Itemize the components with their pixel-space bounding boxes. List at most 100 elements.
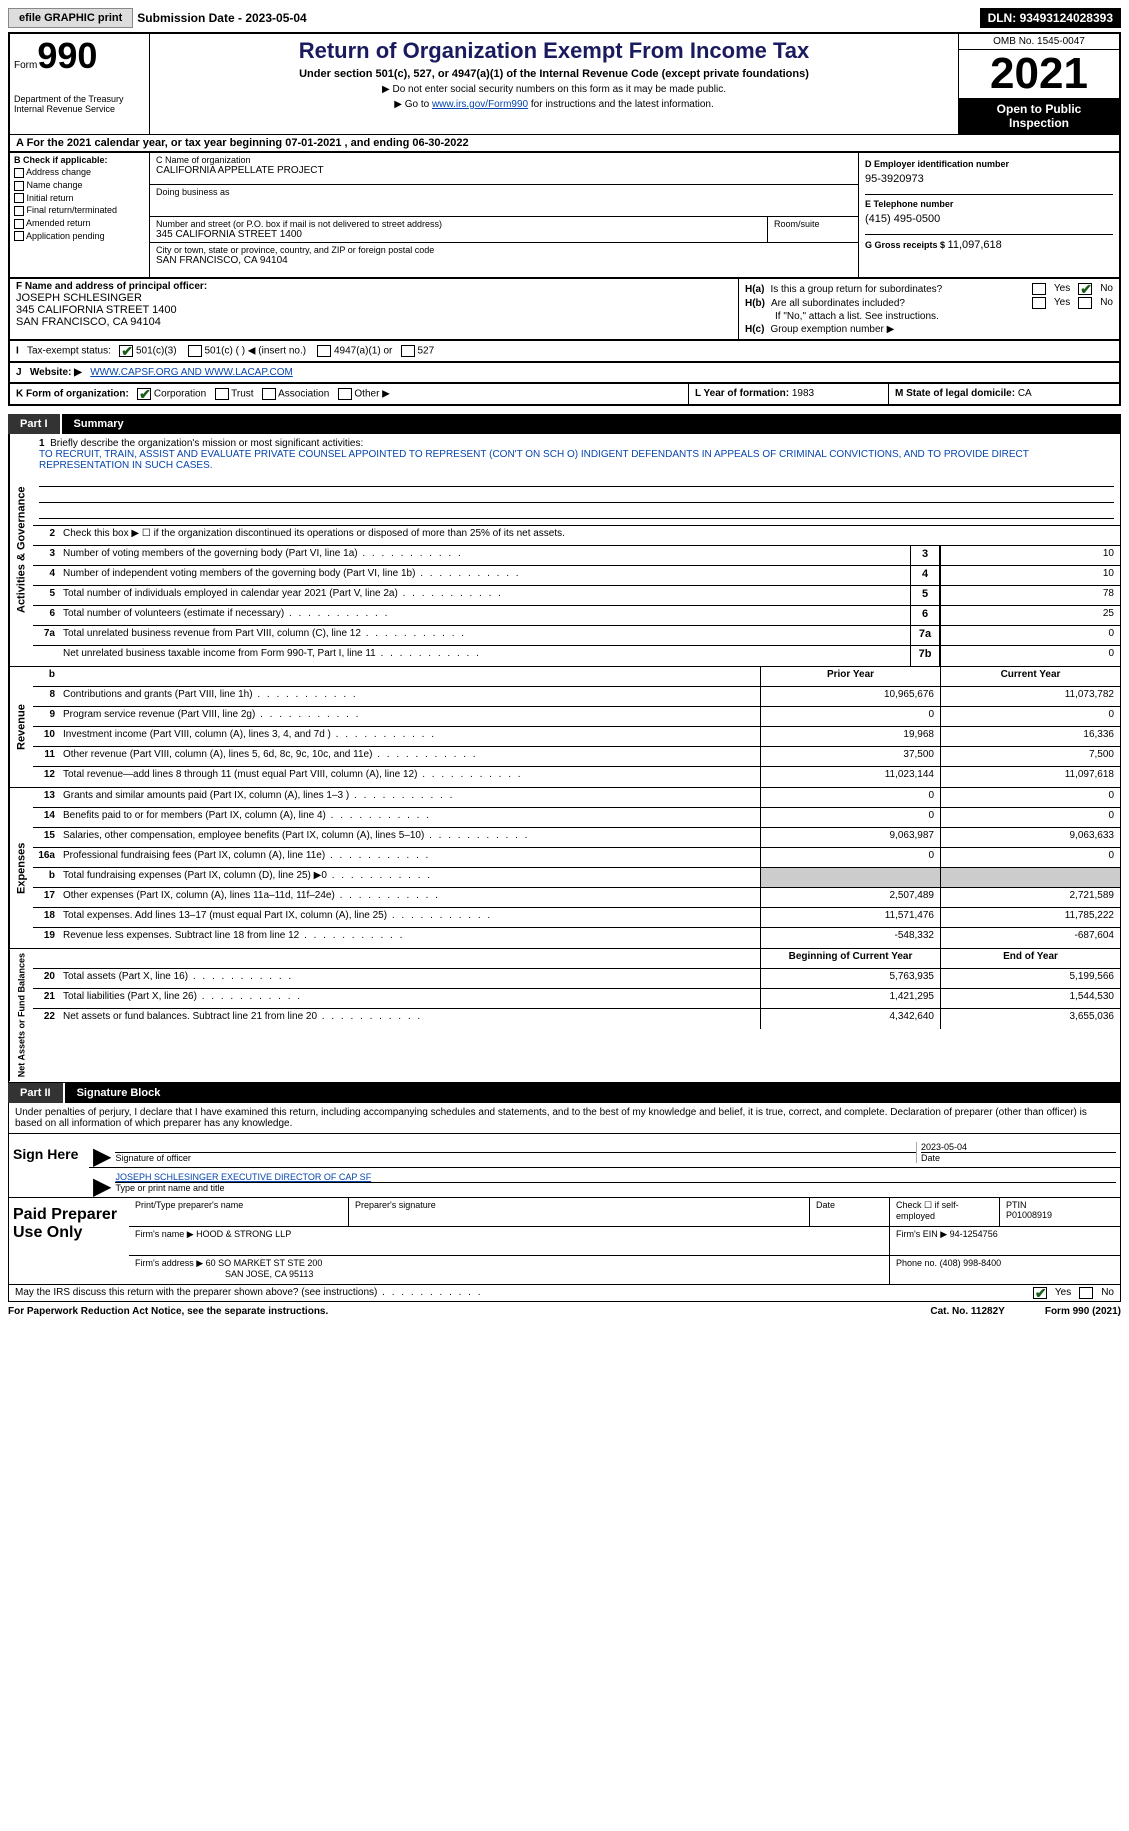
table-row: Benefits paid to or for members (Part IX… bbox=[59, 808, 760, 827]
efile-print-button[interactable]: efile GRAPHIC print bbox=[8, 8, 133, 28]
table-row: Other revenue (Part VIII, column (A), li… bbox=[59, 747, 760, 766]
omb-number: OMB No. 1545-0047 bbox=[959, 34, 1119, 50]
top-bar: efile GRAPHIC print Submission Date - 20… bbox=[8, 8, 1121, 28]
department: Department of the Treasury Internal Reve… bbox=[14, 94, 145, 114]
website-link[interactable]: WWW.CAPSF.ORG AND WWW.LACAP.COM bbox=[90, 367, 293, 378]
prior-value: 0 bbox=[760, 848, 940, 867]
catalog-number: Cat. No. 11282Y bbox=[930, 1306, 1004, 1317]
current-value: 5,199,566 bbox=[940, 969, 1120, 988]
chk-amended[interactable] bbox=[14, 219, 24, 229]
ein-value: 95-3920973 bbox=[865, 173, 1113, 185]
table-row: Net assets or fund balances. Subtract li… bbox=[59, 1009, 760, 1029]
col-l-formation: L Year of formation: 1983 bbox=[689, 384, 889, 404]
prior-value: 2,507,489 bbox=[760, 888, 940, 907]
table-value: 0 bbox=[940, 626, 1120, 645]
table-value: 0 bbox=[940, 646, 1120, 666]
chk-address-change[interactable] bbox=[14, 168, 24, 178]
discuss-no-checkbox[interactable] bbox=[1079, 1287, 1093, 1299]
dba-label: Doing business as bbox=[156, 187, 852, 197]
current-value: 3,655,036 bbox=[940, 1009, 1120, 1029]
table-row: Number of independent voting members of … bbox=[59, 566, 910, 585]
ha-yes-checkbox[interactable] bbox=[1032, 283, 1046, 295]
signature-label: Signature of officer bbox=[115, 1152, 916, 1163]
street-value: 345 CALIFORNIA STREET 1400 bbox=[156, 229, 761, 240]
beginning-year-header: Beginning of Current Year bbox=[760, 949, 940, 968]
section-revenue-label: Revenue bbox=[9, 667, 33, 787]
chk-association[interactable] bbox=[262, 388, 276, 400]
table-row: Net unrelated business taxable income fr… bbox=[59, 646, 910, 666]
current-value: 0 bbox=[940, 707, 1120, 726]
signature-date: 2023-05-04 bbox=[921, 1142, 1116, 1152]
chk-application-pending[interactable] bbox=[14, 231, 24, 241]
row-a-tax-year: A For the 2021 calendar year, or tax yea… bbox=[8, 134, 1121, 151]
current-value: 7,500 bbox=[940, 747, 1120, 766]
current-value: 2,721,589 bbox=[940, 888, 1120, 907]
mission-label: Briefly describe the organization's miss… bbox=[50, 438, 363, 449]
prior-value: 11,023,144 bbox=[760, 767, 940, 787]
table-row: Investment income (Part VIII, column (A)… bbox=[59, 727, 760, 746]
hb-note: If "No," attach a list. See instructions… bbox=[745, 311, 1113, 322]
table-value: 10 bbox=[940, 546, 1120, 565]
table-value: 78 bbox=[940, 586, 1120, 605]
prior-value: 10,965,676 bbox=[760, 687, 940, 706]
prior-value: 0 bbox=[760, 788, 940, 807]
signer-name[interactable]: JOSEPH SCHLESINGER EXECUTIVE DIRECTOR OF… bbox=[115, 1172, 371, 1182]
current-value: 0 bbox=[940, 788, 1120, 807]
discuss-yes-checkbox[interactable] bbox=[1033, 1287, 1047, 1299]
pra-notice: For Paperwork Reduction Act Notice, see … bbox=[8, 1306, 930, 1317]
section-governance-label: Activities & Governance bbox=[9, 434, 33, 666]
column-d-ein: D Employer identification number 95-3920… bbox=[859, 153, 1119, 277]
officer-label: F Name and address of principal officer: bbox=[16, 281, 732, 292]
table-row: Total revenue—add lines 8 through 11 (mu… bbox=[59, 767, 760, 787]
chk-corporation[interactable] bbox=[137, 388, 151, 400]
current-value: 0 bbox=[940, 808, 1120, 827]
page-title: Return of Organization Exempt From Incom… bbox=[154, 38, 954, 64]
chk-other[interactable] bbox=[338, 388, 352, 400]
city-label: City or town, state or province, country… bbox=[156, 245, 852, 255]
firm-ein: 94-1254756 bbox=[950, 1229, 998, 1239]
firm-address-2: SAN JOSE, CA 95113 bbox=[135, 1269, 313, 1279]
hb-no-checkbox[interactable] bbox=[1078, 297, 1092, 309]
prior-year-header: Prior Year bbox=[760, 667, 940, 686]
current-year-header: Current Year bbox=[940, 667, 1120, 686]
table-row: Other expenses (Part IX, column (A), lin… bbox=[59, 888, 760, 907]
current-value: 11,785,222 bbox=[940, 908, 1120, 927]
chk-4947[interactable] bbox=[317, 345, 331, 357]
chk-initial-return[interactable] bbox=[14, 193, 24, 203]
section-netassets-label: Net Assets or Fund Balances bbox=[9, 949, 33, 1081]
chk-trust[interactable] bbox=[215, 388, 229, 400]
table-value: 10 bbox=[940, 566, 1120, 585]
phone-value: (415) 495-0500 bbox=[865, 213, 1113, 225]
table-row: Total expenses. Add lines 13–17 (must eq… bbox=[59, 908, 760, 927]
chk-527[interactable] bbox=[401, 345, 415, 357]
org-name-label: C Name of organization bbox=[156, 155, 852, 165]
officer-name: JOSEPH SCHLESINGER bbox=[16, 292, 732, 304]
table-row: Number of voting members of the governin… bbox=[59, 546, 910, 565]
chk-501c[interactable] bbox=[188, 345, 202, 357]
firm-name: HOOD & STRONG LLP bbox=[196, 1229, 291, 1239]
col-h-group: H(a)Is this a group return for subordina… bbox=[739, 279, 1119, 339]
row-j-website: J Website: ▶ WWW.CAPSF.ORG AND WWW.LACAP… bbox=[8, 361, 1121, 382]
form-header: Form990 Department of the Treasury Inter… bbox=[8, 32, 1121, 134]
table-row: Program service revenue (Part VIII, line… bbox=[59, 707, 760, 726]
ha-no-checkbox[interactable] bbox=[1078, 283, 1092, 295]
part-1-header: Part I Summary bbox=[8, 414, 1121, 434]
table-row: Grants and similar amounts paid (Part IX… bbox=[59, 788, 760, 807]
open-public-badge: Open to Public Inspection bbox=[959, 98, 1119, 134]
chk-501c3[interactable] bbox=[119, 345, 133, 357]
gross-label: G Gross receipts $ bbox=[865, 240, 948, 250]
preparer-sig-label: Preparer's signature bbox=[349, 1198, 810, 1226]
submission-date-label: Submission Date - 2023-05-04 bbox=[137, 11, 306, 25]
prior-value: 1,421,295 bbox=[760, 989, 940, 1008]
city-value: SAN FRANCISCO, CA 94104 bbox=[156, 255, 852, 266]
chk-name-change[interactable] bbox=[14, 181, 24, 191]
table-row: Contributions and grants (Part VIII, lin… bbox=[59, 687, 760, 706]
hb-yes-checkbox[interactable] bbox=[1032, 297, 1046, 309]
name-arrow-icon: ▶ bbox=[93, 1181, 111, 1193]
col-b-header: B Check if applicable: bbox=[14, 155, 145, 165]
prior-value: 37,500 bbox=[760, 747, 940, 766]
chk-final-return[interactable] bbox=[14, 206, 24, 216]
irs-link[interactable]: www.irs.gov/Form990 bbox=[432, 99, 528, 110]
current-value: 16,336 bbox=[940, 727, 1120, 746]
prior-value: 0 bbox=[760, 808, 940, 827]
